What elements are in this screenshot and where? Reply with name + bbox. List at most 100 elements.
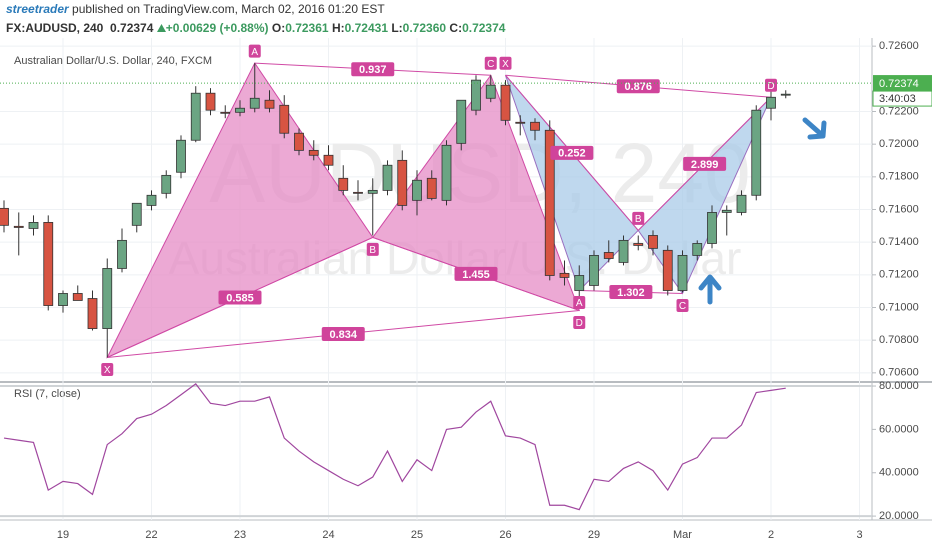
candle-body: [441, 144, 452, 201]
ratio-label: 2.899: [691, 159, 719, 171]
ratio-label: 0.876: [624, 81, 652, 93]
ohlc-value: 0.72361: [285, 21, 329, 35]
point-box: [366, 242, 379, 256]
chart-title: Australian Dollar/U.S. Dollar, 240, FXCM: [14, 55, 212, 67]
candle-body: [58, 293, 68, 306]
y-tick-label: 0.72000: [879, 138, 919, 150]
y-tick-label: 0.71600: [879, 203, 919, 215]
point-box: [573, 315, 586, 329]
header: streetrader published on TradingView.com…: [6, 2, 505, 35]
point-label: B: [369, 245, 376, 256]
point-box: [248, 44, 261, 58]
candle-body: [618, 239, 629, 263]
candle-body: [530, 121, 540, 131]
candle-body: [736, 194, 747, 213]
candle-body: [426, 177, 437, 199]
y-tick-label: 0.71800: [879, 171, 919, 183]
point-label: X: [104, 365, 111, 376]
candle-body: [603, 252, 614, 259]
ratio-box: [321, 326, 365, 341]
header-quote: FX:AUDUSD, 240 0.72374 +0.00629 (+0.88%)…: [6, 21, 505, 35]
candle-body: [205, 92, 216, 111]
ohlc-label: L:: [391, 21, 403, 35]
point-label: C: [679, 301, 686, 312]
y-tick-label: 80.0000: [879, 380, 919, 392]
point-box: [632, 211, 645, 225]
point-label: B: [635, 214, 642, 225]
point-label: D: [767, 81, 774, 92]
ohlc-label: H:: [331, 21, 345, 35]
candle-body: [707, 212, 717, 244]
y-tick-label: 20.0000: [879, 510, 919, 522]
ratio-box: [683, 156, 727, 171]
rsi-line: [3, 383, 786, 511]
candle-body: [544, 129, 555, 276]
published: published on TradingView.com, March 02, …: [72, 2, 385, 16]
point-box: [484, 56, 497, 70]
candle-body: [382, 164, 393, 191]
ohlc-label: O:: [271, 21, 286, 35]
y-tick-label: 0.70600: [879, 367, 919, 379]
ratio-label: 0.252: [558, 148, 586, 160]
y-tick-label: 40.0000: [879, 467, 919, 479]
candle-body: [190, 92, 201, 141]
candle-body: [220, 111, 231, 114]
y-tick-label: 0.72600: [879, 40, 919, 52]
x-tick-label: 3: [856, 529, 862, 541]
candle-body: [589, 254, 599, 286]
candle-body: [279, 104, 290, 134]
y-tick-label: 0.70800: [879, 334, 919, 346]
plot-layer: 19 22 23 24 25 26 29 Mar 2 30.706000.708000.71000…: [0, 38, 932, 541]
point-label: C: [487, 59, 494, 70]
y-tick-label: 0.72200: [879, 105, 919, 117]
ratio-label: 1.455: [462, 269, 490, 281]
ohlc-value: 0.72360: [402, 21, 447, 35]
x-tick-label: 23: [234, 529, 246, 541]
candle-body: [677, 254, 688, 291]
candle-body: [176, 139, 186, 173]
y-tick-label: 0.71200: [879, 269, 919, 281]
x-tick-label: 19: [57, 529, 69, 541]
candle-body: [117, 239, 127, 269]
candle-body: [102, 268, 113, 329]
arrow-up: [698, 274, 722, 305]
candle-body: [751, 109, 762, 196]
ratio-label: 0.834: [329, 329, 357, 341]
candle-body: [574, 275, 585, 291]
candle-body: [353, 191, 363, 194]
candle-body: [43, 222, 54, 306]
point-box: [499, 56, 512, 70]
ratio-box: [609, 284, 653, 299]
candle-body: [456, 99, 467, 144]
ohlc-value: 0.72431: [344, 21, 388, 35]
ratio-label: 1.302: [617, 287, 645, 299]
candle-body: [780, 93, 791, 96]
candle-body: [323, 154, 334, 166]
rsi-title: RSI (7, close): [14, 388, 81, 400]
candle-body: [633, 243, 644, 246]
x-tick-label: 29: [588, 529, 600, 541]
x-tick-label: 25: [411, 529, 423, 541]
candle-body: [131, 202, 142, 226]
last-price-box: [873, 75, 932, 92]
candle-body: [146, 194, 157, 206]
point-box: [676, 298, 689, 312]
y-tick-label: 60.0000: [879, 423, 919, 435]
x-tick-label: 2: [768, 529, 774, 541]
point-label: D: [576, 318, 583, 329]
point-box: [765, 78, 777, 92]
point-label: X: [502, 59, 509, 70]
candle-body: [648, 235, 658, 249]
point-label: A: [251, 47, 258, 58]
candle-body: [294, 132, 304, 151]
header-line: streetrader published on TradingView.com…: [6, 2, 505, 16]
candle-body: [692, 243, 703, 256]
candle-body: [662, 249, 673, 291]
x-tick-label: Mar: [673, 529, 692, 541]
candle-body: [500, 84, 511, 121]
candle-body: [28, 222, 39, 229]
candle-body: [308, 149, 319, 156]
x-tick-label: 26: [499, 529, 511, 541]
ratio-box: [351, 62, 395, 77]
